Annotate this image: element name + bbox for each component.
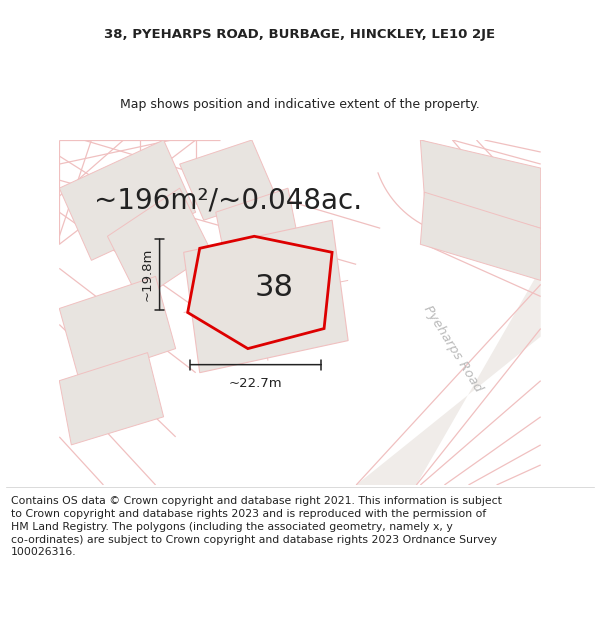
Polygon shape [421, 140, 541, 228]
Polygon shape [356, 268, 541, 485]
Text: Pyeharps Road: Pyeharps Road [421, 303, 484, 394]
Polygon shape [179, 140, 276, 220]
Text: 38, PYEHARPS ROAD, BURBAGE, HINCKLEY, LE10 2JE: 38, PYEHARPS ROAD, BURBAGE, HINCKLEY, LE… [104, 28, 496, 41]
Polygon shape [421, 192, 541, 281]
Polygon shape [188, 236, 332, 349]
Polygon shape [216, 188, 300, 272]
Polygon shape [59, 140, 196, 261]
Text: ~19.8m: ~19.8m [140, 248, 153, 301]
Text: Map shows position and indicative extent of the property.: Map shows position and indicative extent… [120, 98, 480, 111]
Text: ~196m²/~0.048ac.: ~196m²/~0.048ac. [94, 186, 362, 214]
Text: ~22.7m: ~22.7m [229, 378, 283, 391]
Polygon shape [107, 188, 212, 301]
Text: 38: 38 [254, 273, 293, 302]
Polygon shape [184, 220, 348, 372]
Polygon shape [59, 276, 176, 381]
Polygon shape [59, 352, 164, 445]
Text: Contains OS data © Crown copyright and database right 2021. This information is : Contains OS data © Crown copyright and d… [11, 496, 502, 558]
